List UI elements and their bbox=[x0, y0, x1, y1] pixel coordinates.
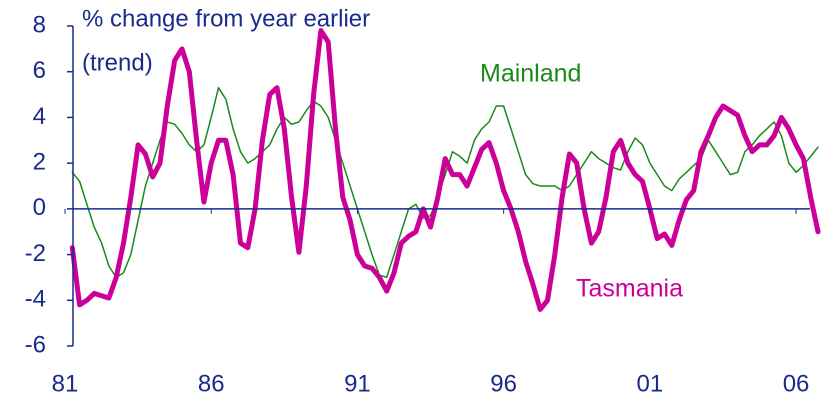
x-tick-label: 96 bbox=[490, 370, 517, 397]
series-label: Tasmania bbox=[576, 275, 683, 303]
y-tick-label: 2 bbox=[33, 148, 46, 175]
y-tick-label: 4 bbox=[33, 103, 46, 130]
y-tick-label: -2 bbox=[25, 240, 46, 267]
x-tick-label: 01 bbox=[637, 370, 664, 397]
series-label: Mainland bbox=[480, 60, 581, 88]
y-axis-label: % change from year earlier bbox=[82, 5, 370, 32]
y-tick-label: 0 bbox=[33, 194, 46, 221]
y-tick-label: 6 bbox=[33, 57, 46, 84]
y-tick-label: -6 bbox=[25, 331, 46, 358]
x-tick-label: 81 bbox=[52, 370, 79, 397]
x-tick-label: 91 bbox=[344, 370, 371, 397]
x-tick-label: 86 bbox=[198, 370, 225, 397]
line-series bbox=[69, 28, 821, 312]
y-tick-label: 8 bbox=[33, 11, 46, 38]
y-axis-label: (trend) bbox=[82, 49, 153, 76]
y-tick-label: -4 bbox=[25, 286, 46, 313]
line-series bbox=[71, 86, 819, 279]
x-tick-label: 06 bbox=[783, 370, 810, 397]
